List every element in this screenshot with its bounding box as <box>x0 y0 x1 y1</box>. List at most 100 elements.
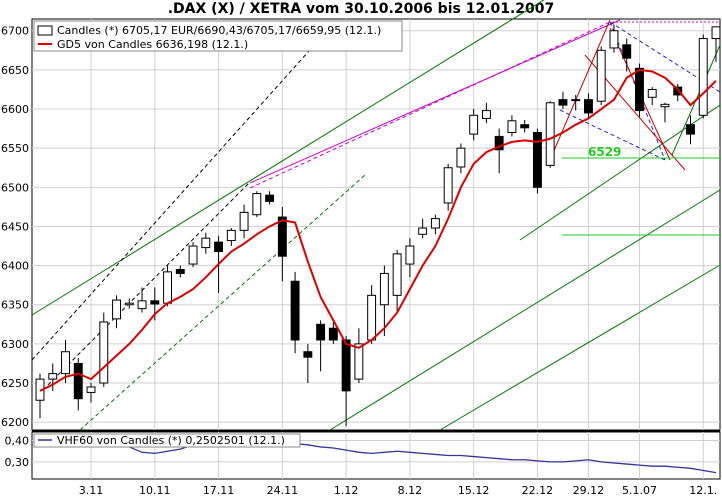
x-tick-label: 12.1. <box>689 484 717 497</box>
y-tick-label: 6200 <box>1 416 29 429</box>
candle <box>137 287 147 313</box>
x-tick-label: 8.12 <box>398 484 423 497</box>
candle-body <box>175 269 185 274</box>
y-tick-label: 6250 <box>1 377 29 390</box>
candle <box>520 119 530 133</box>
trendline-lower-channel-2 <box>439 264 721 431</box>
candle <box>175 265 185 278</box>
candle-body <box>150 300 160 305</box>
candle-body <box>418 227 428 235</box>
candle <box>494 128 504 174</box>
trendline-blue-fan-2 <box>609 21 666 161</box>
candle <box>558 91 568 110</box>
vhf60-line <box>39 440 717 474</box>
candle <box>354 328 364 384</box>
candle <box>226 228 236 247</box>
candle-body <box>367 294 377 341</box>
y-tick-label: 6450 <box>1 220 29 233</box>
indicator-y-tick-label: 0,40 <box>5 435 30 448</box>
candle-body <box>61 351 70 375</box>
candle <box>201 232 211 254</box>
candle <box>163 265 173 307</box>
candle <box>112 295 121 329</box>
candle <box>545 101 555 168</box>
y-tick-label: 6550 <box>1 142 29 155</box>
candle <box>418 218 428 239</box>
candle-body <box>635 67 644 112</box>
candle-body <box>711 26 721 40</box>
candle-body <box>99 321 109 384</box>
candle-body <box>545 102 555 166</box>
trendline-dashed-black-2 <box>37 181 251 396</box>
candle-body <box>201 237 211 249</box>
y-tick-label: 6350 <box>1 299 29 312</box>
trendline-magenta-1 <box>249 19 621 184</box>
trendline-dashed-black-1 <box>31 21 336 361</box>
x-tick-label: 17.11 <box>203 484 235 497</box>
candle-body <box>698 38 708 116</box>
candle-body <box>596 49 606 102</box>
candle-body <box>214 241 224 253</box>
candle <box>532 128 542 194</box>
candle <box>571 94 581 111</box>
candle-body <box>265 194 275 202</box>
candle <box>481 102 491 124</box>
y-tick-label: 6700 <box>1 25 29 38</box>
candle-body <box>507 120 517 134</box>
candle <box>647 87 657 106</box>
candle <box>265 191 275 205</box>
candle-body <box>341 339 351 392</box>
x-tick-label: 15.12 <box>458 484 490 497</box>
candle-body <box>456 147 466 168</box>
trendline-blue-fan-3 <box>559 109 666 161</box>
price-panel-frame <box>31 18 721 431</box>
candle-body <box>494 135 504 151</box>
x-tick-label: 24.11 <box>267 484 299 497</box>
candle-body <box>622 44 632 59</box>
candle <box>583 93 593 119</box>
candle-body <box>430 218 440 229</box>
candle-body <box>303 351 313 358</box>
candle-body <box>239 211 249 231</box>
candle <box>405 238 415 278</box>
trendline-dashed-green <box>79 174 366 431</box>
candle <box>124 298 134 309</box>
legend-entry-candles: Candles (*) 6705,17 EUR/6690,43/6705,17/… <box>57 24 381 37</box>
candle <box>290 271 300 354</box>
y-tick-label: 6500 <box>1 181 29 194</box>
candle <box>698 34 708 119</box>
candle <box>660 102 670 123</box>
y-tick-label: 6650 <box>1 64 29 77</box>
candle-body <box>86 386 96 393</box>
candle <box>252 191 262 218</box>
candle <box>622 38 632 72</box>
candle-body <box>558 99 568 106</box>
trendline-red-1 <box>549 19 611 161</box>
candle-body <box>226 229 236 242</box>
indicator-legend: VHF60 von Candles (*) 0,2502501 (12.1.) <box>33 433 301 448</box>
candle-body <box>379 272 389 306</box>
y-tick-label: 6300 <box>1 338 29 351</box>
x-tick-label: 1.12 <box>334 484 359 497</box>
candle-body <box>481 110 491 119</box>
x-tick-label: 5.1.07 <box>622 484 657 497</box>
candle-body <box>316 323 326 341</box>
candle-body <box>686 124 695 135</box>
legend-entry-vhf60: VHF60 von Candles (*) 0,2502501 (12.1.) <box>57 434 285 447</box>
trendline-magenta-2 <box>249 21 611 189</box>
candle <box>711 26 721 63</box>
gd5-moving-average-line <box>39 68 717 392</box>
candle <box>328 321 338 344</box>
x-tick-label: 22.12 <box>522 484 554 497</box>
candle-body <box>405 245 415 265</box>
trendline-upper-channel <box>31 0 545 316</box>
candle <box>686 115 695 145</box>
candle-body <box>532 132 542 188</box>
candles <box>35 24 721 427</box>
y-tick-label: 6600 <box>1 103 29 116</box>
candle-body <box>609 30 619 49</box>
candle-body <box>277 216 287 257</box>
candle <box>188 242 198 268</box>
candle-body <box>660 103 670 108</box>
candle-body <box>290 280 300 341</box>
